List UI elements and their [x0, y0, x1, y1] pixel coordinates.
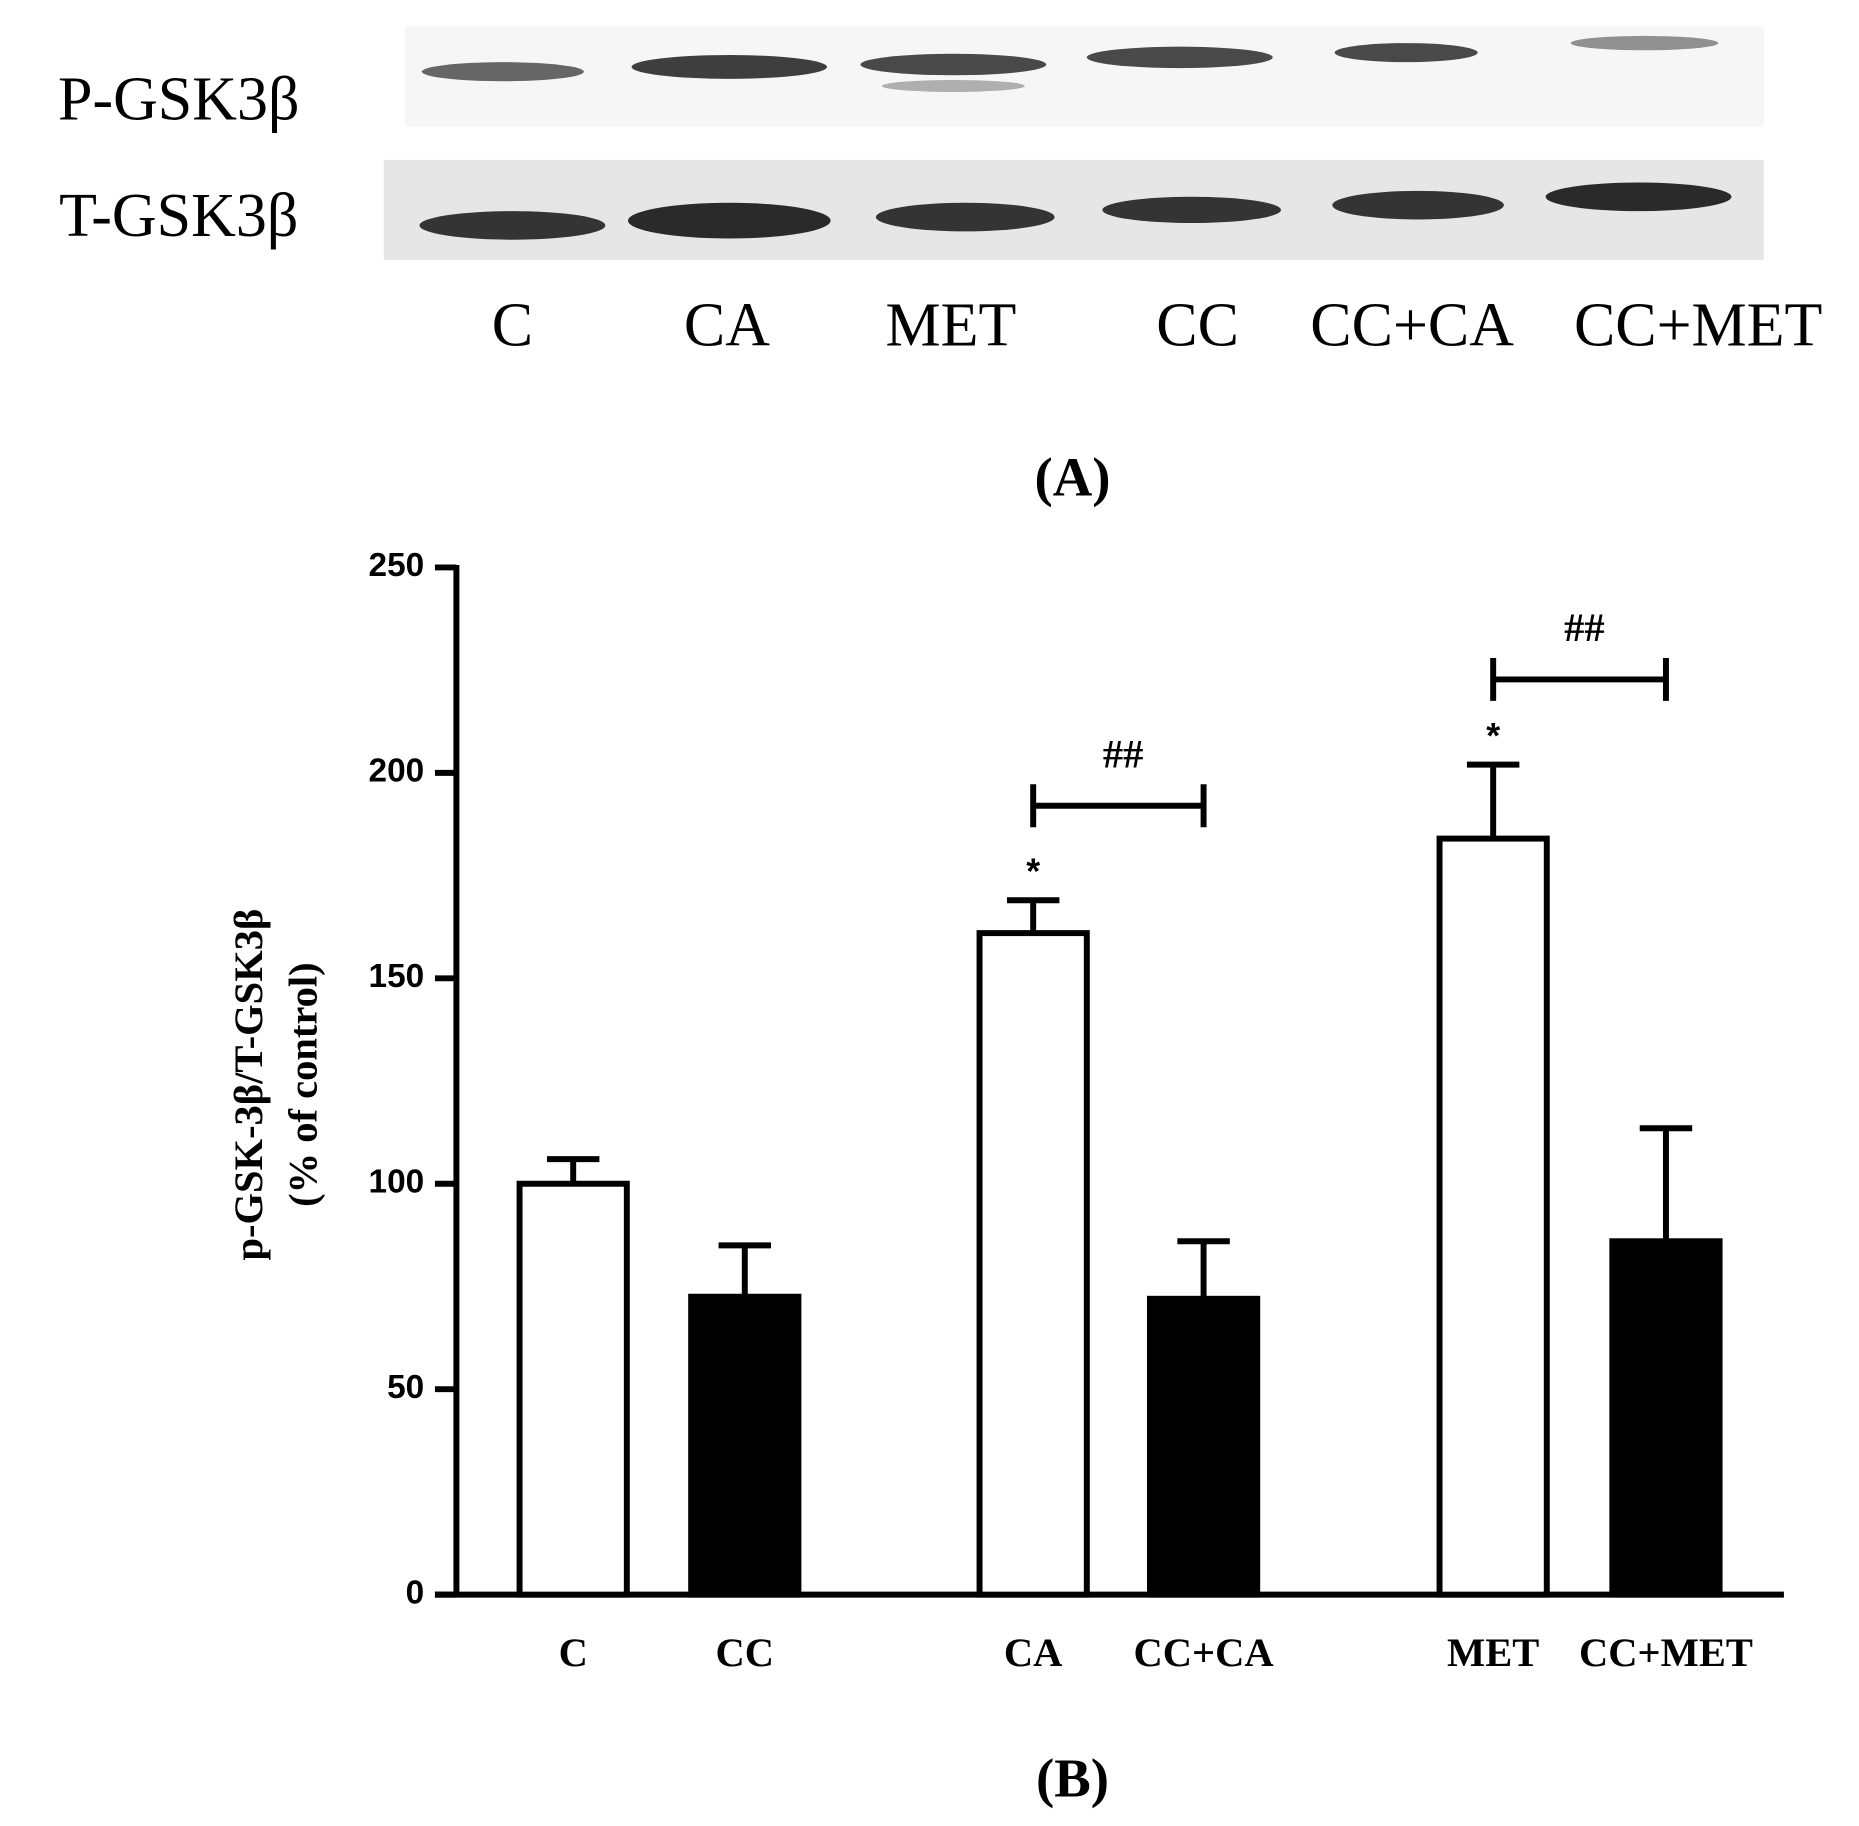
row-label: T-GSK3β: [59, 182, 298, 250]
lane-label: CC+CA: [1310, 292, 1514, 360]
bar: [976, 930, 1090, 1598]
x-tick-label: CC+CA: [1134, 1630, 1274, 1675]
y-axis-label: (% of control): [281, 962, 326, 1206]
y-tick-label: 250: [369, 547, 425, 584]
x-tick-label: CC: [716, 1630, 775, 1675]
y-tick-label: 100: [369, 1164, 425, 1201]
y-tick-label: 0: [406, 1574, 425, 1611]
lane-label: MET: [886, 292, 1017, 360]
x-tick-label: CA: [1004, 1630, 1062, 1675]
x-tick-label: MET: [1447, 1630, 1539, 1675]
significance-star: *: [1026, 851, 1040, 891]
x-tick-label: C: [559, 1630, 588, 1675]
lane-label: C: [492, 292, 533, 360]
significance-hash: ##: [1103, 731, 1144, 776]
bands: [419, 35, 1732, 240]
bar: [1609, 1238, 1723, 1598]
panel-label: (A): [1034, 446, 1110, 507]
y-tick-label: 50: [387, 1369, 424, 1406]
significance-hash: ##: [1564, 605, 1604, 650]
bar: [1436, 835, 1550, 1598]
y-axis-label: p-GSK-3β/T-GSK3β: [226, 909, 271, 1261]
lane-label: CC: [1156, 292, 1239, 360]
bar: [1146, 1295, 1261, 1598]
blot-strip: [383, 159, 1764, 260]
row-label: P-GSK3β: [58, 65, 300, 133]
lane-label: CA: [684, 292, 770, 360]
panel-label: (B): [1036, 1748, 1109, 1809]
bar: [516, 1180, 630, 1598]
y-tick-label: 150: [369, 958, 425, 995]
bar: [688, 1293, 802, 1598]
y-tick-label: 200: [369, 753, 425, 790]
x-tick-label: CC+MET: [1579, 1630, 1753, 1675]
blot-strip: [405, 26, 1764, 127]
western-blot: [383, 26, 1764, 260]
lane-label: CC+MET: [1574, 292, 1822, 360]
significance-star: *: [1486, 716, 1500, 756]
